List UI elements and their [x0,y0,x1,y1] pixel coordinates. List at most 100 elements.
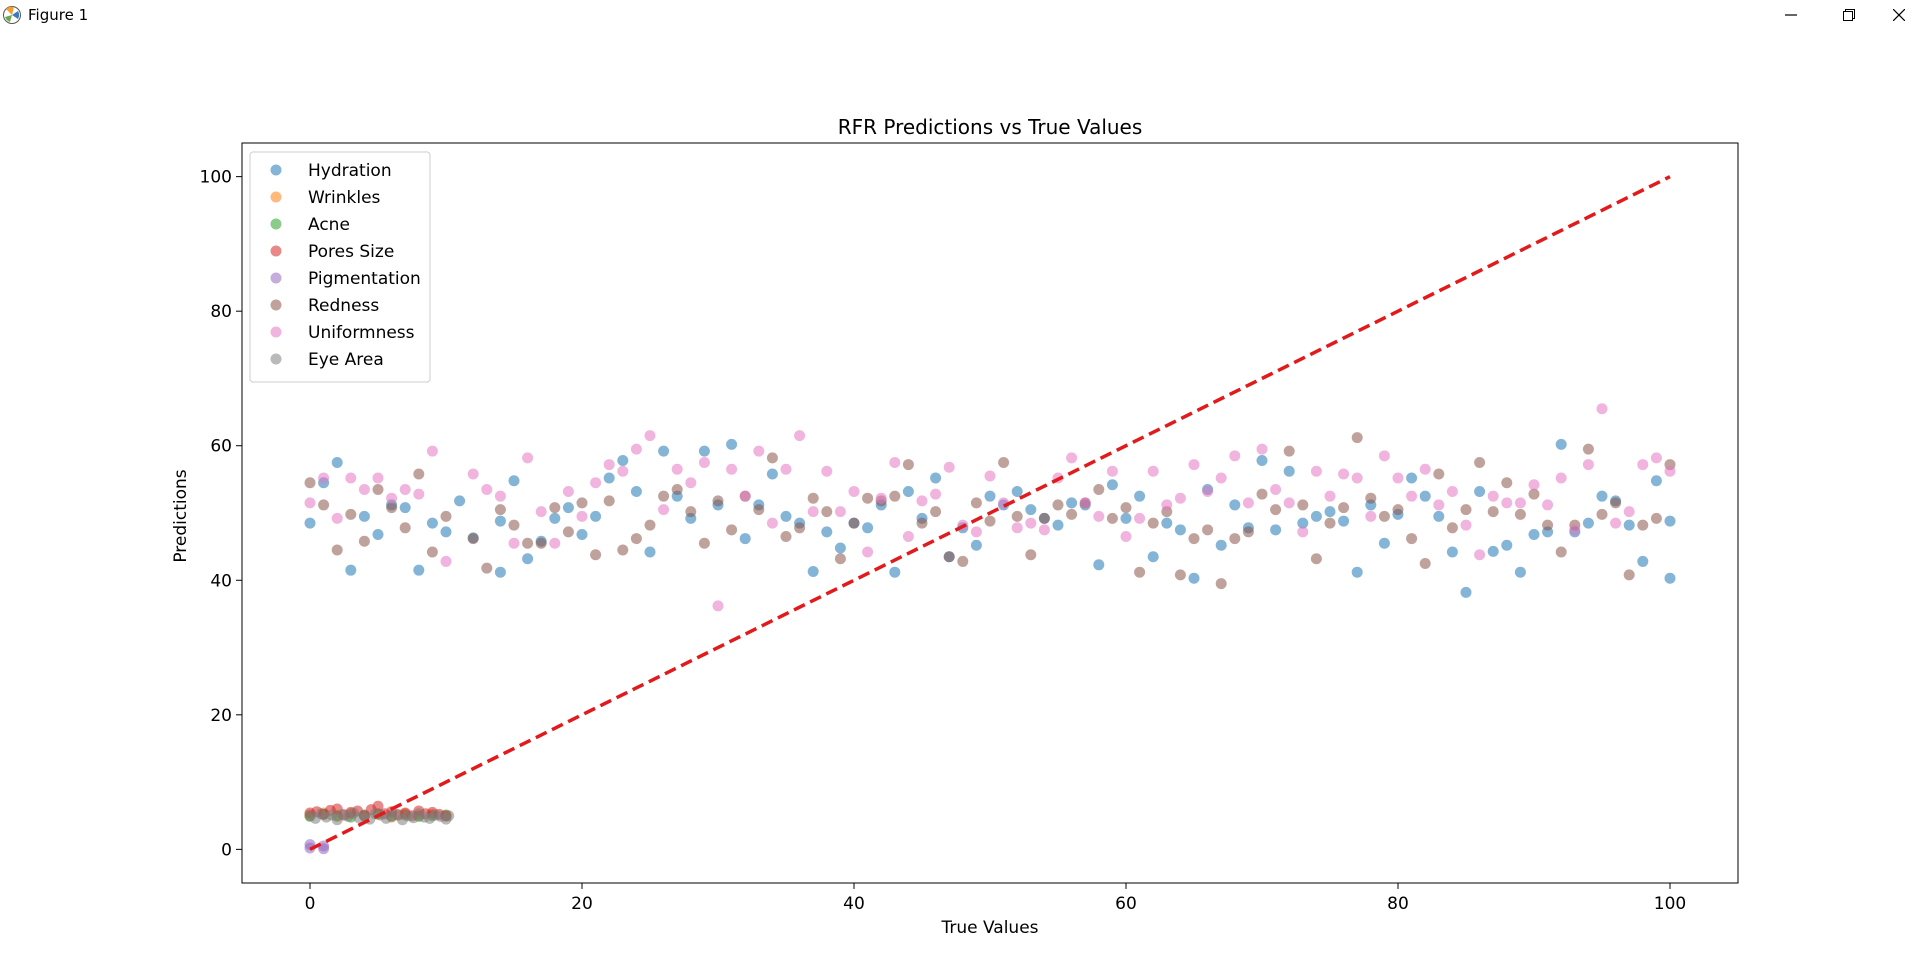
x-tick-label: 0 [305,894,316,914]
data-point [889,457,900,468]
data-point [889,491,900,502]
data-point [1406,473,1417,484]
data-point [835,553,846,564]
data-point [1406,533,1417,544]
data-point [1325,518,1336,529]
data-point [454,495,465,506]
close-icon [1893,9,1905,21]
data-point [957,556,968,567]
data-point [645,547,656,558]
data-point [1447,522,1458,533]
data-point [427,446,438,457]
data-point [1325,506,1336,517]
x-tick-label: 100 [1654,894,1686,914]
data-point [1515,497,1526,508]
data-point [1175,493,1186,504]
data-point [1515,509,1526,520]
data-point [1025,504,1036,515]
minimize-button[interactable] [1762,0,1820,30]
data-point [1651,452,1662,463]
data-point [1325,491,1336,502]
data-point [1515,567,1526,578]
data-point [1488,506,1499,517]
legend-label: Hydration [308,161,392,181]
data-point [930,489,941,500]
window-title: Figure 1 [28,6,88,24]
legend-marker [271,192,282,203]
legend-box [250,152,430,382]
x-tick-label: 80 [1387,894,1409,914]
data-point [903,531,914,542]
data-point [413,489,424,500]
data-point [862,547,873,558]
y-tick-label: 40 [210,571,232,591]
data-point [563,486,574,497]
data-point [1501,477,1512,488]
data-point [577,511,588,522]
data-point [903,486,914,497]
data-point [359,536,370,547]
data-point [1488,491,1499,502]
x-tick-label: 60 [1115,894,1137,914]
data-point [509,538,520,549]
data-point [794,430,805,441]
data-point [1093,484,1104,495]
legend-label: Pigmentation [308,269,421,289]
data-point [917,495,928,506]
data-point [1257,489,1268,500]
data-point [726,439,737,450]
data-point [1597,403,1608,414]
data-point [808,506,819,517]
data-point [332,457,343,468]
data-point [740,491,751,502]
data-point [1529,529,1540,540]
legend-label: Pores Size [308,242,394,262]
data-point [753,504,764,515]
data-point [1488,546,1499,557]
data-point [590,477,601,488]
data-point [1243,497,1254,508]
data-point [781,511,792,522]
data-point [1311,466,1322,477]
data-point [373,484,384,495]
data-point [1624,569,1635,580]
data-point [577,497,588,508]
data-point [1352,432,1363,443]
data-point [699,457,710,468]
close-button[interactable] [1878,0,1920,30]
data-point [808,566,819,577]
plot-area: 0 20 40 60 80 100 0 20 40 60 80 100 Hydration Wrinkle… [200,143,1738,914]
legend-marker [271,327,282,338]
data-point [1175,524,1186,535]
data-point [1053,499,1064,510]
data-point [1053,520,1064,531]
data-point [1189,459,1200,470]
legend: Hydration Wrinkles Acne Pores Size Pigmentat… [250,152,430,382]
data-point [1610,518,1621,529]
data-point [617,455,628,466]
data-point [359,484,370,495]
data-point [495,567,506,578]
maximize-button[interactable] [1820,0,1878,30]
data-point [604,459,615,470]
data-point [509,475,520,486]
data-point [1229,450,1240,461]
data-point [1297,526,1308,537]
data-point [1121,531,1132,542]
data-point [1597,491,1608,502]
data-point [1189,573,1200,584]
data-point [1365,511,1376,522]
data-point [305,518,316,529]
data-point [590,549,601,560]
data-point [1270,504,1281,515]
data-point [1474,457,1485,468]
y-tick-label: 20 [210,706,232,726]
window-titlebar: Figure 1 [0,0,1920,30]
data-point [1569,524,1580,535]
data-point [645,430,656,441]
data-point [672,484,683,495]
data-point [781,464,792,475]
data-point [400,522,411,533]
data-point [1556,439,1567,450]
data-point [1161,499,1172,510]
